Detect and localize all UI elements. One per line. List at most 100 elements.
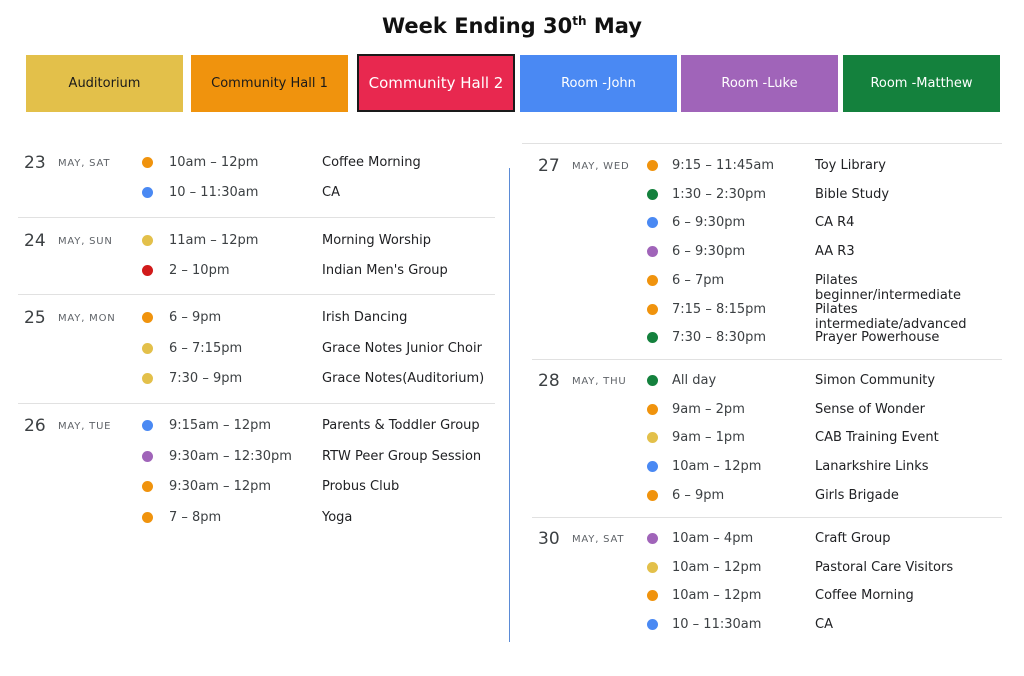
event-color-dot-icon [142,157,153,168]
event-time: 10am – 12pm [672,588,762,604]
event-time: 2 – 10pm [169,263,230,278]
event-name: Toy Library [815,158,886,173]
event-time: 7:30 – 9pm [169,371,243,386]
event-row[interactable]: 1:30 – 2:30pm Bible Study [532,185,1002,205]
event-name: Girls Brigade [815,487,899,503]
event-name: AA R3 [815,244,855,260]
event-color-dot-icon [142,512,153,524]
room-legend-auditorium: Auditorium [26,55,183,112]
event-row[interactable]: 9:30am – 12pm Probus Club [18,477,495,497]
event-row[interactable]: 9:30am – 12:30pm RTW Peer Group Session [18,447,495,467]
event-name: Grace Notes Junior Choir [322,340,482,356]
event-color-dot-icon [647,332,658,344]
event-time: 9am – 1pm [672,430,745,446]
event-time: 9:30am – 12pm [169,479,272,495]
event-color-dot-icon [647,274,658,286]
column-divider [509,168,510,642]
event-row[interactable]: All day Simon Community [532,371,1002,391]
event-color-dot-icon [142,265,153,276]
event-name: Indian Men's Group [322,263,448,278]
event-row[interactable]: 9:15am – 12pm Parents & Toddler Group [18,416,495,436]
event-row[interactable]: 6 – 7:15pm Grace Notes Junior Choir [18,339,495,359]
event-color-dot-icon [142,187,153,198]
event-name: Morning Worship [322,233,432,248]
event-color-dot-icon [647,619,658,631]
room-legend-room-matthew: Room -Matthew [843,55,1000,112]
event-time: 1:30 – 2:30pm [672,186,767,202]
event-row[interactable]: 6 – 9pm Girls Brigade [532,486,1002,506]
day-block-28: 28 MAY, THU All day Simon Community 9am – 2p… [532,371,1002,518]
event-time: 7 – 8pm [169,510,222,526]
event-time: 6 – 7:15pm [169,340,243,356]
event-row[interactable]: 9:15 – 11:45am Toy Library [532,156,1002,176]
event-name: Pilates intermediate/advanced [815,301,967,332]
event-row[interactable]: 7 – 8pm Yoga [18,508,495,528]
day-number: 25 [24,308,46,328]
event-time: 10am – 12pm [672,459,762,475]
room-legend-community-hall-1: Community Hall 1 [191,55,348,112]
day-number: 23 [24,153,46,173]
event-color-dot-icon [142,342,153,354]
event-color-dot-icon [142,420,153,431]
event-name: Prayer Powerhouse [815,330,940,346]
event-row[interactable]: 7:30 – 9pm Grace Notes(Auditorium) [18,369,495,389]
event-color-dot-icon [647,590,658,602]
event-row[interactable]: 2 – 10pm Indian Men's Group [18,261,495,281]
event-time: 7:30 – 8:30pm [672,330,767,346]
event-color-dot-icon [647,489,658,501]
day-number: 28 [538,371,560,391]
event-color-dot-icon [647,432,658,444]
event-time: 9:30am – 12:30pm [169,448,292,464]
event-color-dot-icon [647,403,658,415]
event-row[interactable]: 10am – 4pm Craft Group [532,529,1002,549]
event-row[interactable]: 10am – 12pm Lanarkshire Links [532,457,1002,477]
event-color-dot-icon [647,561,658,573]
event-name: Lanarkshire Links [815,459,929,475]
event-row[interactable]: 10 – 11:30am CA [18,183,495,203]
event-name: Coffee Morning [322,155,421,170]
event-time: 10am – 12pm [169,155,259,170]
event-time: 9:15am – 12pm [169,418,272,433]
event-time: 11am – 12pm [169,233,259,248]
event-row[interactable]: 6 – 7pm Pilates beginner/intermediate [532,271,1002,303]
day-block-24: 24 MAY, SUN 11am – 12pm Morning Worship 2 – … [18,231,495,295]
event-row[interactable]: 10 – 11:30am CA [532,615,1002,635]
event-color-dot-icon [142,373,153,384]
event-color-dot-icon [647,188,658,200]
event-color-dot-icon [647,461,658,473]
day-name: MAY, TUE [58,421,112,432]
event-color-dot-icon [647,303,658,315]
event-row[interactable]: 10am – 12pm Pastoral Care Visitors [532,558,1002,578]
event-row[interactable]: 9am – 2pm Sense of Wonder [532,400,1002,420]
day-name: MAY, THU [572,376,627,387]
event-row[interactable]: 7:30 – 8:30pm Prayer Powerhouse [532,328,1002,348]
room-legend-room-john: Room -John [520,55,677,112]
event-name: Simon Community [815,373,936,388]
event-time: 6 – 9:30pm [672,215,746,231]
page-title: Week Ending 30th May [0,14,1024,38]
event-row[interactable]: 9am – 1pm CAB Training Event [532,428,1002,448]
day-block-25: 25 MAY, MON 6 – 9pm Irish Dancing 6 – 7:15pm… [18,308,495,404]
event-time: 7:15 – 8:15pm [672,301,767,317]
event-row[interactable]: 10am – 12pm Coffee Morning [532,586,1002,606]
day-number: 30 [538,529,560,549]
event-color-dot-icon [142,235,153,246]
event-time: 9:15 – 11:45am [672,158,775,173]
event-name: Pilates beginner/intermediate [815,272,961,303]
event-color-dot-icon [142,481,153,493]
event-row[interactable]: 6 – 9:30pm AA R3 [532,242,1002,262]
event-name: Irish Dancing [322,310,408,325]
event-row[interactable]: 7:15 – 8:15pm Pilates intermediate/advanc… [532,300,1002,332]
day-block-26: 26 MAY, TUE 9:15am – 12pm Parents & Toddler… [18,416,495,541]
event-color-dot-icon [647,160,658,171]
event-row[interactable]: 10am – 12pm Coffee Morning [18,153,495,173]
event-time: 6 – 7pm [672,272,725,288]
event-row[interactable]: 11am – 12pm Morning Worship [18,231,495,251]
day-block-30: 30 MAY, SAT 10am – 4pm Craft Group 10am – 12… [532,529,1002,649]
event-name: Craft Group [815,531,891,546]
column-top-divider [522,143,1002,144]
event-row[interactable]: 6 – 9pm Irish Dancing [18,308,495,328]
event-row[interactable]: 6 – 9:30pm CA R4 [532,213,1002,233]
day-name: MAY, MON [58,313,116,324]
event-name: Bible Study [815,186,890,202]
